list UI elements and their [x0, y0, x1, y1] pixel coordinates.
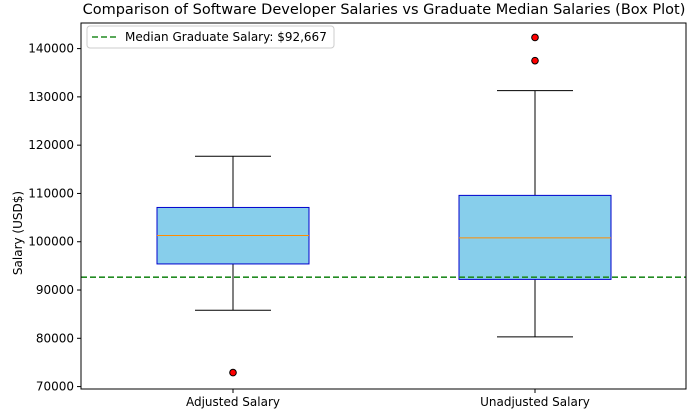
legend: Median Graduate Salary: $92,667 — [86, 25, 335, 49]
y-tick-label: 130000 — [28, 90, 74, 104]
outlier-point-2-2 — [531, 33, 539, 42]
y-tick-label: 100000 — [28, 235, 74, 249]
x-tick-label-1: Adjusted Salary — [186, 395, 280, 409]
legend-label-reference-line: Median Graduate Salary: $92,667 — [125, 30, 327, 44]
y-tick-label: 140000 — [28, 42, 74, 56]
y-tick-label: 80000 — [36, 331, 74, 345]
chart-title: Comparison of Software Developer Salarie… — [83, 2, 686, 18]
legend-frame — [86, 25, 335, 49]
x-tick-label-2: Unadjusted Salary — [480, 395, 590, 409]
y-tick-label: 120000 — [28, 138, 74, 152]
outlier-point-2-1 — [531, 56, 539, 65]
y-axis-label: Salary (USD$) — [11, 191, 25, 275]
y-tick-label: 110000 — [28, 186, 74, 200]
plot-area: 70000 80000 90000 100000 110000 120000 130000 1… — [28, 22, 687, 409]
y-tick-label: 90000 — [36, 283, 74, 297]
y-tick-label: 70000 — [36, 380, 74, 394]
plot-frame — [80, 22, 687, 390]
outlier-point-1-1 — [229, 368, 237, 377]
